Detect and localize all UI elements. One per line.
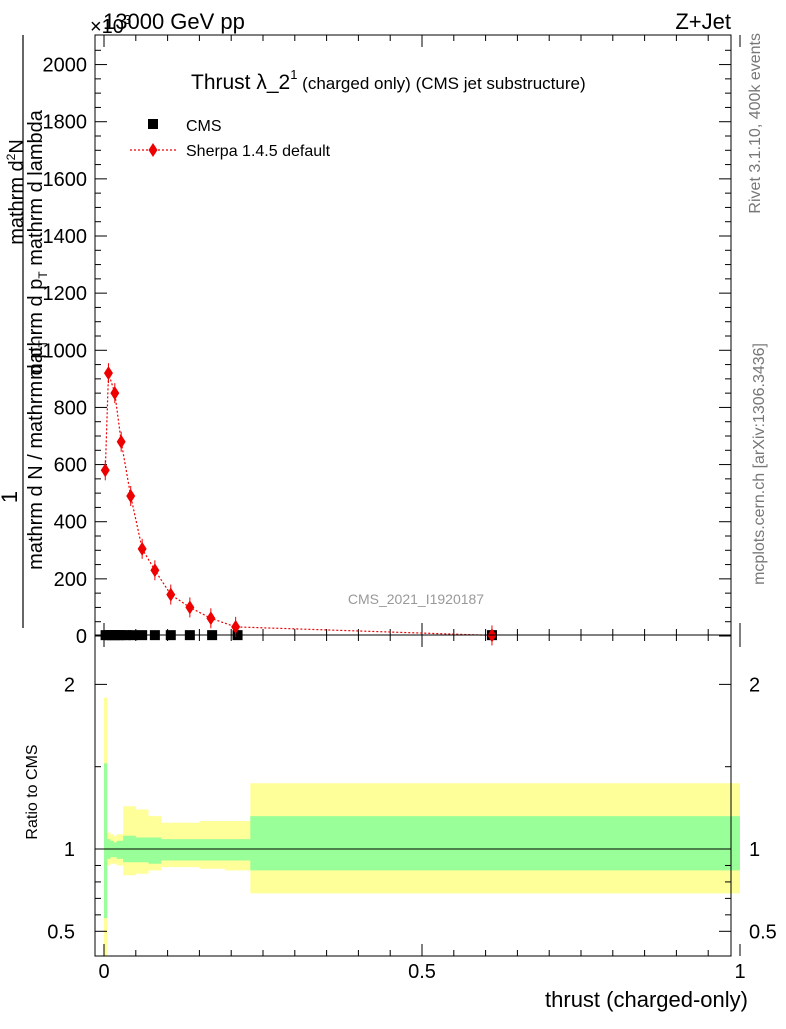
legend-cms-marker	[148, 119, 158, 129]
process-label: Z+Jet	[675, 9, 731, 34]
x-tick-label: 0	[98, 961, 109, 983]
legend: CMS Sherpa 1.4.5 default	[130, 118, 331, 160]
sherpa-line	[104, 372, 493, 636]
ratio-y-tick-label-right: 0.5	[749, 921, 777, 943]
title-sup: 1	[290, 67, 297, 82]
mcplots-label: mcplots.cern.ch [arXiv:1306.3436]	[751, 343, 768, 585]
ratio-y-tick-label: 1	[64, 839, 75, 861]
sherpa-point	[150, 563, 160, 578]
analysis-watermark: CMS_2021_I1920187	[348, 591, 484, 607]
y-tick-label: 1800	[43, 112, 88, 134]
multiplier-label: ×103	[90, 12, 131, 38]
main-panel: 0 200 400 600 800 1000 1200 1400 1600 1800 2000	[43, 34, 741, 648]
y-tick-label: 800	[54, 397, 87, 419]
y-tick-label: 2000	[43, 55, 88, 77]
ratio-y-tick-label: 2	[64, 674, 75, 696]
sherpa-point	[166, 587, 176, 602]
sherpa-point	[116, 434, 126, 449]
ratio-axis-ticks: 0.5 0.51 12 20 0.5 1	[47, 635, 777, 983]
sherpa-point	[137, 541, 147, 556]
main-axis-ticks: 0 200 400 600 800 1000 1200 1400 1600 1800 2000	[43, 35, 741, 648]
energy-label: 13000 GeV pp	[103, 9, 245, 34]
sherpa-point	[100, 463, 110, 478]
x-axis-label: thrust (charged-only)	[545, 987, 748, 1012]
sherpa-point	[103, 366, 113, 381]
main-y-axis-label: 1 mathrm d2N mathrm d pT mathrm d lambda…	[0, 35, 50, 628]
y-tick-label: 400	[54, 512, 87, 534]
ratio-uncertainty-bands	[104, 697, 740, 956]
ratio-y-tick-label-right: 2	[749, 674, 760, 696]
plot-title: Thrust λ_21 (charged only) (CMS jet subs…	[191, 67, 586, 94]
title-rest: (charged only) (CMS jet substructure)	[297, 74, 585, 93]
y-tick-label: 1000	[43, 340, 88, 362]
ylabel-denominator: mathrm d N / mathrm d pT	[25, 340, 50, 570]
sherpa-point	[185, 600, 195, 615]
green-band	[104, 763, 740, 919]
ratio-y-tick-label-right: 1	[749, 839, 760, 861]
ylabel-top-line: mathrm d pT mathrm d lambda	[25, 109, 50, 380]
y-tick-label: 1200	[43, 283, 88, 305]
legend-sherpa-marker	[148, 143, 158, 157]
legend-cms-label: CMS	[186, 118, 222, 135]
y-tick-label: 1600	[43, 169, 88, 191]
rivet-label: Rivet 3.1.10, 400k events	[747, 33, 764, 214]
y-tick-label: 0	[76, 626, 87, 648]
sherpa-point	[110, 386, 120, 401]
y-tick-label: 200	[54, 569, 87, 591]
title-main: Thrust λ_2	[191, 71, 290, 94]
ratio-y-axis-label: Ratio to CMS	[24, 744, 41, 839]
x-tick-label: 1	[734, 961, 745, 983]
y-tick-label: 1400	[43, 226, 88, 248]
y-tick-label: 600	[54, 455, 87, 477]
sherpa-point	[126, 489, 136, 503]
ylabel-one: 1	[0, 491, 22, 503]
ratio-panel: 0.5 0.51 12 20 0.5 1	[47, 634, 777, 983]
sherpa-point	[231, 619, 241, 634]
sherpa-curve	[104, 372, 493, 636]
sherpa-point	[206, 611, 216, 626]
ratio-y-tick-label: 0.5	[47, 921, 75, 943]
ratio-plot-frame	[94, 634, 732, 957]
legend-sherpa-label: Sherpa 1.4.5 default	[186, 143, 331, 160]
x-tick-label: 0.5	[408, 961, 436, 983]
